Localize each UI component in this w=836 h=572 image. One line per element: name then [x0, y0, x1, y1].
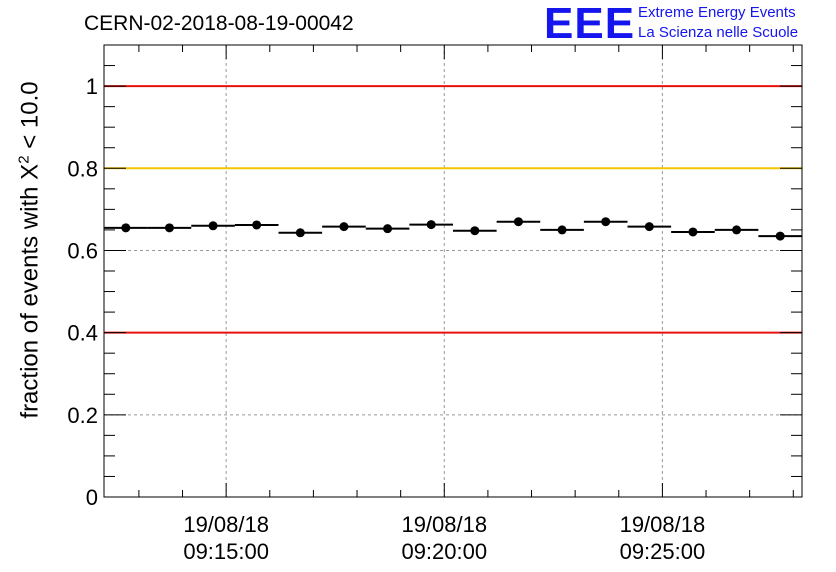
y-tick-label: 1	[86, 74, 98, 99]
x-tick-label-date: 19/08/18	[620, 512, 706, 537]
x-tick-label-time: 09:20:00	[401, 539, 487, 564]
data-point	[164, 223, 174, 233]
data-point	[339, 222, 349, 232]
data-point	[295, 228, 305, 238]
logo-mark: EEE	[544, 0, 636, 48]
y-tick-label: 0.6	[67, 238, 98, 263]
y-tick-label: 0.8	[67, 156, 98, 181]
y-axis-label-suffix: < 10.0	[16, 81, 44, 156]
plot-frame	[103, 44, 803, 498]
logo-line2: La Scienza nelle Scuole	[638, 24, 799, 41]
data-point	[383, 224, 393, 234]
y-tick-label: 0	[86, 485, 98, 510]
y-tick-label: 0.2	[67, 403, 98, 428]
data-point	[208, 221, 218, 231]
y-axis-label-superscript: 2	[15, 155, 33, 164]
y-axis-label-prefix: fraction of events with	[16, 179, 44, 419]
y-tick-label: 0.4	[67, 321, 98, 346]
logo-line1: Extreme Energy Events	[638, 4, 796, 21]
data-point	[470, 226, 480, 236]
chart-title: CERN-02-2018-08-19-00042	[84, 12, 354, 35]
y-axis-label: fraction of events with X2 < 10.0	[16, 81, 45, 418]
data-point	[252, 220, 262, 230]
data-point	[557, 225, 567, 235]
x-tick-label-time: 09:25:00	[620, 539, 706, 564]
data-point	[513, 217, 523, 227]
data-point	[426, 220, 436, 230]
x-tick-label-date: 19/08/18	[183, 512, 269, 537]
data-point	[688, 227, 698, 237]
x-tick-label-date: 19/08/18	[401, 512, 487, 537]
eee-logo: EEE Extreme Energy Events La Scienza nel…	[544, 2, 836, 46]
data-point	[732, 225, 742, 235]
data-point	[121, 223, 131, 233]
data-point	[775, 231, 785, 241]
x-tick-label-time: 09:15:00	[183, 539, 269, 564]
data-point	[644, 222, 654, 232]
data-point	[601, 217, 611, 227]
y-axis-label-symbol: X	[16, 163, 44, 180]
